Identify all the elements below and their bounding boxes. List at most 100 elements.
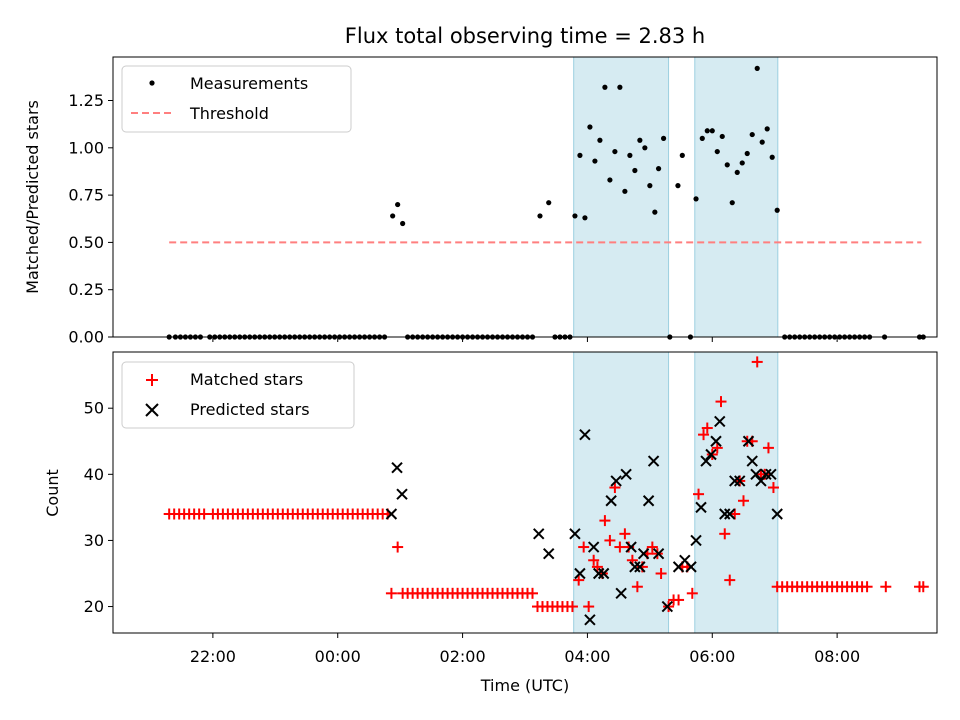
bottom-series-1-point-35 [729,475,741,487]
bottom-series-1-point-11 [597,567,610,580]
top-series-0-point-79 [577,152,583,158]
top-series-0-point-98 [675,183,681,189]
top-series-0-point-85 [607,177,613,183]
top-series-0-point-88 [622,188,628,194]
bottom-series-1-point-23 [661,600,674,613]
bottom-series-1-point-2 [396,488,408,500]
bottom-series-1-point-14 [615,587,627,600]
bottom-axes-frame [112,351,938,634]
bottom-series-0-point-105 [686,587,698,599]
bottom-series-0-point-45 [392,541,404,553]
legend-measurements-label: Measurements [190,74,308,93]
top-series-0-point-107 [724,162,730,168]
top-series-0-point-116 [769,154,775,160]
top-panel: 0.00 0.25 0.50 0.75 1.00 1.25 [68,56,938,347]
top-series-0-point-83 [597,137,603,143]
bottom-series-1-point-21 [647,455,660,467]
top-series-0-point-87 [617,84,623,90]
bottom-series-0-point-119 [751,356,763,368]
top-series-0-point-82 [592,158,598,164]
top-series-0-point-110 [739,160,745,166]
bottom-series-0-point-142 [861,581,873,593]
bottom-ytick-label-3: 50 [84,399,104,418]
bottom-series-1-point-41 [760,468,772,481]
top-series-0-point-73 [546,200,552,206]
bottom-series-1-point-37 [742,435,755,447]
bottom-series-1-point-5 [569,528,581,540]
top-y-axis-label: Matched/Predicted stars [23,100,42,294]
bottom-series-1-point-36 [734,475,746,487]
top-series-0-point-91 [637,137,643,143]
legend-predicted-label: Predicted stars [190,400,310,419]
top-ytick-label-0: 0.00 [68,328,104,347]
top-series-0-point-90 [632,167,638,174]
bottom-series-1-point-29 [700,455,712,467]
top-ytick-label-5: 1.25 [68,91,104,110]
legend-top: Measurements Threshold [121,65,352,133]
xtick-label-5: 08:00 [814,647,860,666]
bottom-series-1-point-17 [629,561,641,573]
bottom-series-1-point-13 [610,475,622,487]
legend-matched-marker [146,374,158,386]
bottom-series-0-point-99 [655,567,667,579]
top-series-0-point-84 [602,84,608,90]
top-series-0-point-80 [582,215,588,221]
top-series-0-point-78 [572,213,578,219]
top-series-0-point-92 [642,145,648,151]
bottom-series-0-point-116 [737,495,749,507]
top-ytick-label-2: 0.50 [68,233,104,252]
top-series-0-point-81 [587,124,593,130]
top-series-0-point-93 [647,183,653,189]
bottom-series-0-point-97 [646,541,658,553]
legend-matched-label: Matched stars [190,370,303,389]
top-series-0-point-106 [719,133,725,140]
bottom-series-1-point-8 [584,614,596,626]
bottom-series-0-point-91 [619,528,631,540]
bottom-ytick-label-0: 20 [84,597,104,616]
top-series-0-point-102 [699,135,705,141]
top-series-0-point-101 [693,196,699,202]
top-series-0-point-86 [612,148,618,155]
bottom-series-0-point-107 [698,429,710,441]
top-ytick-label-1: 0.25 [68,280,104,299]
bottom-series-0-point-110 [711,442,723,454]
bottom-series-0-point-89 [609,482,621,494]
bottom-ytick-label-2: 40 [84,465,104,484]
top-series-0-point-96 [660,135,667,141]
bottom-series-1-point-42 [765,468,777,481]
bottom-series-0-point-143 [880,581,892,593]
top-series-0-point-45 [400,220,406,227]
bottom-series-1-point-27 [690,534,702,547]
chart-title: Flux total observing time = 2.83 h [345,24,705,48]
bottom-series-0-point-88 [604,534,616,546]
bottom-series-1-point-31 [710,435,722,447]
bottom-series-0-point-85 [591,561,603,573]
top-series-0-point-108 [729,200,735,206]
xtick-label-3: 04:00 [564,647,610,666]
bottom-ytick-label-1: 30 [84,531,104,550]
xtick-label-4: 06:00 [689,647,735,666]
bottom-series-1-point-12 [605,495,617,507]
bottom-series-1-point-26 [685,561,697,573]
bottom-series-1-point-10 [592,567,605,580]
top-series-0-point-43 [390,213,396,219]
bottom-series-0-point-111 [715,396,727,408]
bottom-series-1-point-18 [634,561,646,573]
bottom-series-0-point-106 [693,488,705,500]
bottom-series-1-point-3 [533,528,545,540]
bottom-series-1-point-33 [719,508,731,520]
top-series-0-point-44 [395,201,401,208]
bottom-series-1-point-16 [625,541,637,553]
bottom-series-1-point-22 [652,547,665,560]
bottom-series-1-point-1 [391,461,403,474]
x-axis-label: Time (UTC) [480,676,569,695]
top-series-0-point-112 [749,131,755,138]
top-series-0-point-109 [734,169,740,176]
top-ytick-label-3: 0.75 [68,186,104,205]
bottom-series-0-point-87 [599,515,611,527]
legend-predicted-marker [145,403,159,417]
bottom-series-1-point-39 [750,468,762,481]
bottom-series-1-point-30 [705,448,717,461]
bottom-series-1-point-40 [755,475,767,487]
xtick-label-1: 00:00 [315,647,361,666]
